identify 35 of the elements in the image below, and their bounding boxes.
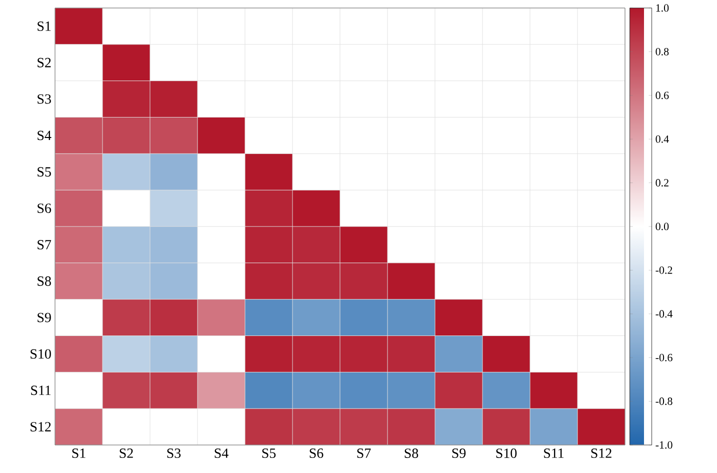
x-tick-label: S6 [310,448,324,458]
color-bar-label: -0.6 [656,354,672,362]
y-tick-label: S9 [38,312,51,322]
y-tick-label: S11 [31,386,51,396]
x-tick-label: S7 [357,448,371,458]
color-bar-label: 0.4 [656,135,669,143]
y-tick-label: S8 [38,276,51,286]
color-bar-label: 1.0 [656,4,669,12]
y-tick-label: S7 [38,240,52,250]
color-bar-label: 0.8 [656,48,669,56]
color-bar-label: -0.8 [656,398,672,406]
x-tick-label: S10 [496,448,517,458]
color-bar-label: -1.0 [656,441,672,449]
y-tick-label: S4 [38,130,52,140]
x-tick-label: S11 [544,448,564,458]
y-tick-label: S1 [38,22,51,31]
x-tick-label: S8 [404,448,418,458]
x-tick-label: S2 [120,448,133,458]
y-tick-label: S2 [38,58,51,68]
y-tick-label: S12 [30,422,51,432]
x-tick-label: S3 [167,448,181,458]
y-tick-label: S5 [38,167,51,177]
color-bar-label: -0.4 [656,310,673,318]
y-tick-label: S3 [38,94,51,104]
color-bar-label: -0.2 [656,266,672,274]
x-tick-label: S12 [591,448,612,458]
x-tick-label: S1 [72,448,86,458]
x-tick-label: S5 [262,448,276,458]
x-tick-label: S9 [452,448,466,458]
x-tick-label: S4 [214,448,228,458]
color-bar-label: 0.6 [656,92,669,100]
y-tick-label: S10 [30,349,51,359]
color-bar-label: 0.0 [656,222,669,230]
color-bar-label: 0.2 [656,179,668,187]
y-tick-label: S6 [38,204,52,213]
